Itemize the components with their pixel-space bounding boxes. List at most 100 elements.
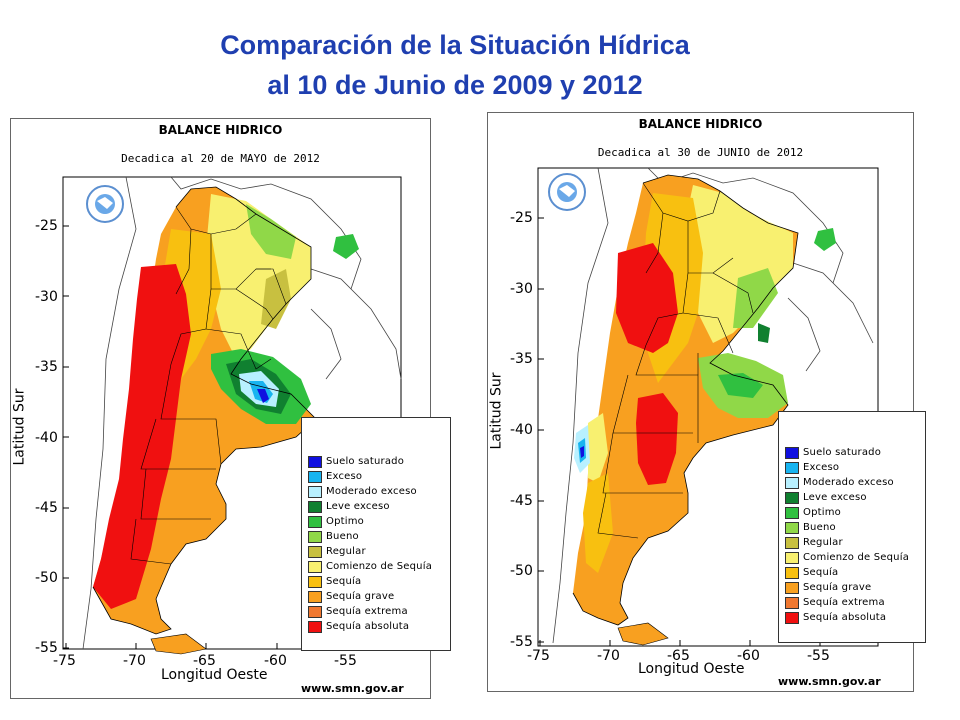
- legend-swatch: [785, 566, 799, 579]
- legend-label: Comienzo de Sequía: [803, 552, 910, 563]
- legend-item: Sequía absoluta: [785, 610, 886, 625]
- ytick: -55: [510, 634, 533, 650]
- legend-swatch: [785, 536, 799, 549]
- legend-right: Suelo saturado Exceso Moderado exceso Le…: [778, 411, 926, 643]
- legend-label: Leve exceso: [326, 501, 390, 512]
- legend-swatch: [308, 620, 322, 633]
- x-axis-label: Longitud Oeste: [638, 661, 745, 677]
- legend-label: Sequía: [326, 576, 362, 587]
- ytick: -55: [35, 640, 58, 656]
- legend-swatch: [308, 605, 322, 618]
- legend-label: Moderado exceso: [326, 486, 417, 497]
- legend-swatch: [785, 461, 799, 474]
- legend-swatch: [308, 590, 322, 603]
- legend-label: Sequía extrema: [803, 597, 885, 608]
- xtick: -70: [597, 648, 620, 664]
- legend-swatch: [308, 575, 322, 588]
- map-subheader: Decadica al 20 de MAYO de 2012: [121, 152, 320, 165]
- ytick: -40: [510, 422, 533, 438]
- map-panel-right: BALANCE HIDRICO Decadica al 30 de JUNIO …: [487, 112, 926, 692]
- xtick: -55: [334, 653, 357, 669]
- legend-item: Regular: [308, 544, 366, 559]
- legend-swatch: [785, 491, 799, 504]
- legend-swatch: [308, 470, 322, 483]
- legend-left: Suelo saturado Exceso Moderado exceso Le…: [301, 417, 451, 651]
- ytick: -50: [510, 563, 533, 579]
- legend-item: Bueno: [308, 529, 359, 544]
- legend-item: Leve exceso: [785, 490, 867, 505]
- ytick: -40: [35, 430, 58, 446]
- legend-swatch: [785, 596, 799, 609]
- legend-item: Moderado exceso: [785, 475, 894, 490]
- legend-item: Bueno: [785, 520, 836, 535]
- legend-label: Sequía extrema: [326, 606, 408, 617]
- xtick: -65: [193, 653, 216, 669]
- legend-item: Optimo: [308, 514, 364, 529]
- legend-label: Suelo saturado: [803, 447, 882, 458]
- legend-label: Exceso: [803, 462, 840, 473]
- ytick: -35: [35, 359, 58, 375]
- y-axis-label: Latitud Sur: [488, 372, 505, 450]
- legend-item: Suelo saturado: [785, 445, 881, 460]
- xtick: -60: [737, 648, 760, 664]
- legend-swatch: [785, 446, 799, 459]
- xtick: -60: [264, 653, 287, 669]
- ytick: -45: [510, 493, 533, 509]
- legend-item: Regular: [785, 535, 843, 550]
- legend-item: Sequía grave: [308, 589, 394, 604]
- legend-item: Sequía extrema: [308, 604, 408, 619]
- ytick: -50: [35, 570, 58, 586]
- legend-item: Comienzo de Sequía: [785, 550, 909, 565]
- legend-swatch: [308, 560, 322, 573]
- xtick: -75: [527, 648, 550, 664]
- legend-item: Suelo saturado: [308, 454, 404, 469]
- map-panel-left: BALANCE HIDRICO Decadica al 20 de MAYO d…: [10, 118, 451, 699]
- xtick: -75: [53, 653, 76, 669]
- xtick: -65: [667, 648, 690, 664]
- xtick: -55: [807, 648, 830, 664]
- legend-label: Optimo: [803, 507, 841, 518]
- legend-item: Sequía grave: [785, 580, 871, 595]
- legend-label: Moderado exceso: [803, 477, 894, 488]
- legend-label: Sequía grave: [803, 582, 872, 593]
- xtick: -70: [123, 653, 146, 669]
- legend-item: Comienzo de Sequía: [308, 559, 432, 574]
- ytick: -30: [35, 289, 58, 305]
- map-header: BALANCE HIDRICO: [638, 117, 763, 131]
- legend-label: Bueno: [803, 522, 836, 533]
- legend-item: Exceso: [308, 469, 362, 484]
- legend-label: Sequía grave: [326, 591, 395, 602]
- legend-label: Comienzo de Sequía: [326, 561, 433, 572]
- ytick: -25: [510, 210, 533, 226]
- legend-label: Sequía absoluta: [803, 612, 887, 623]
- legend-swatch: [785, 611, 799, 624]
- ytick: -35: [510, 351, 533, 367]
- legend-swatch: [785, 521, 799, 534]
- legend-label: Sequía absoluta: [326, 621, 410, 632]
- legend-item: Moderado exceso: [308, 484, 417, 499]
- legend-swatch: [785, 581, 799, 594]
- legend-item: Leve exceso: [308, 499, 390, 514]
- legend-label: Leve exceso: [803, 492, 867, 503]
- page-title-line2: al 10 de Junio de 2009 y 2012: [267, 70, 643, 100]
- source-url: www.smn.gov.ar: [778, 675, 881, 688]
- legend-item: Sequía: [308, 574, 361, 589]
- ytick: -25: [35, 218, 58, 234]
- page-title-line1: Comparación de la Situación Hídrica: [220, 30, 690, 60]
- legend-label: Regular: [326, 546, 366, 557]
- legend-swatch: [785, 476, 799, 489]
- legend-label: Sequía: [803, 567, 839, 578]
- legend-label: Suelo saturado: [326, 456, 405, 467]
- legend-swatch: [308, 545, 322, 558]
- source-url: www.smn.gov.ar: [301, 682, 404, 695]
- x-axis-label: Longitud Oeste: [161, 667, 268, 683]
- legend-label: Bueno: [326, 531, 359, 542]
- legend-item: Sequía: [785, 565, 838, 580]
- legend-item: Sequía extrema: [785, 595, 885, 610]
- legend-swatch: [785, 551, 799, 564]
- legend-swatch: [308, 530, 322, 543]
- legend-label: Optimo: [326, 516, 364, 527]
- legend-swatch: [308, 455, 322, 468]
- ytick: -45: [35, 500, 58, 516]
- map-subheader: Decadica al 30 de JUNIO de 2012: [597, 146, 804, 159]
